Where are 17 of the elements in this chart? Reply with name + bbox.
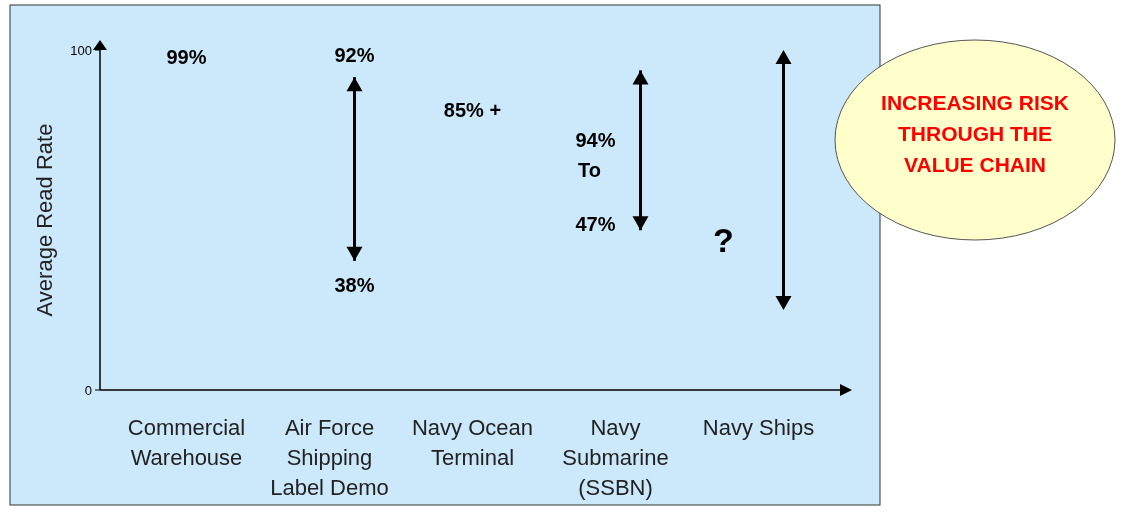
x-tick-label: Navy Ocean Terminal (411, 415, 534, 470)
x-tick-label: Commercial Warehouse (127, 415, 246, 470)
y-tick-label: 0 (84, 382, 92, 398)
x-tick-label: Air Force Shipping Label Demo (270, 415, 389, 500)
y-tick-label: 100 (70, 42, 92, 58)
annotation: 85% + (443, 99, 502, 121)
annotation: ? (713, 220, 734, 259)
annotation: 99% (166, 46, 207, 68)
annotation: 92% (334, 44, 375, 67)
annotation: 94% (575, 129, 616, 152)
annotation: 38% (334, 273, 375, 296)
annotation: 47% (575, 213, 616, 236)
annotation: To (578, 159, 601, 182)
text: INCREASING RISK THROUGH THE VALUE CHAIN (881, 91, 1069, 176)
y-axis-title: Average Read Rate (32, 123, 57, 317)
x-tick-label: Navy Submarine (SSBN) (562, 415, 669, 500)
x-tick-label: Navy Ships (702, 415, 815, 440)
